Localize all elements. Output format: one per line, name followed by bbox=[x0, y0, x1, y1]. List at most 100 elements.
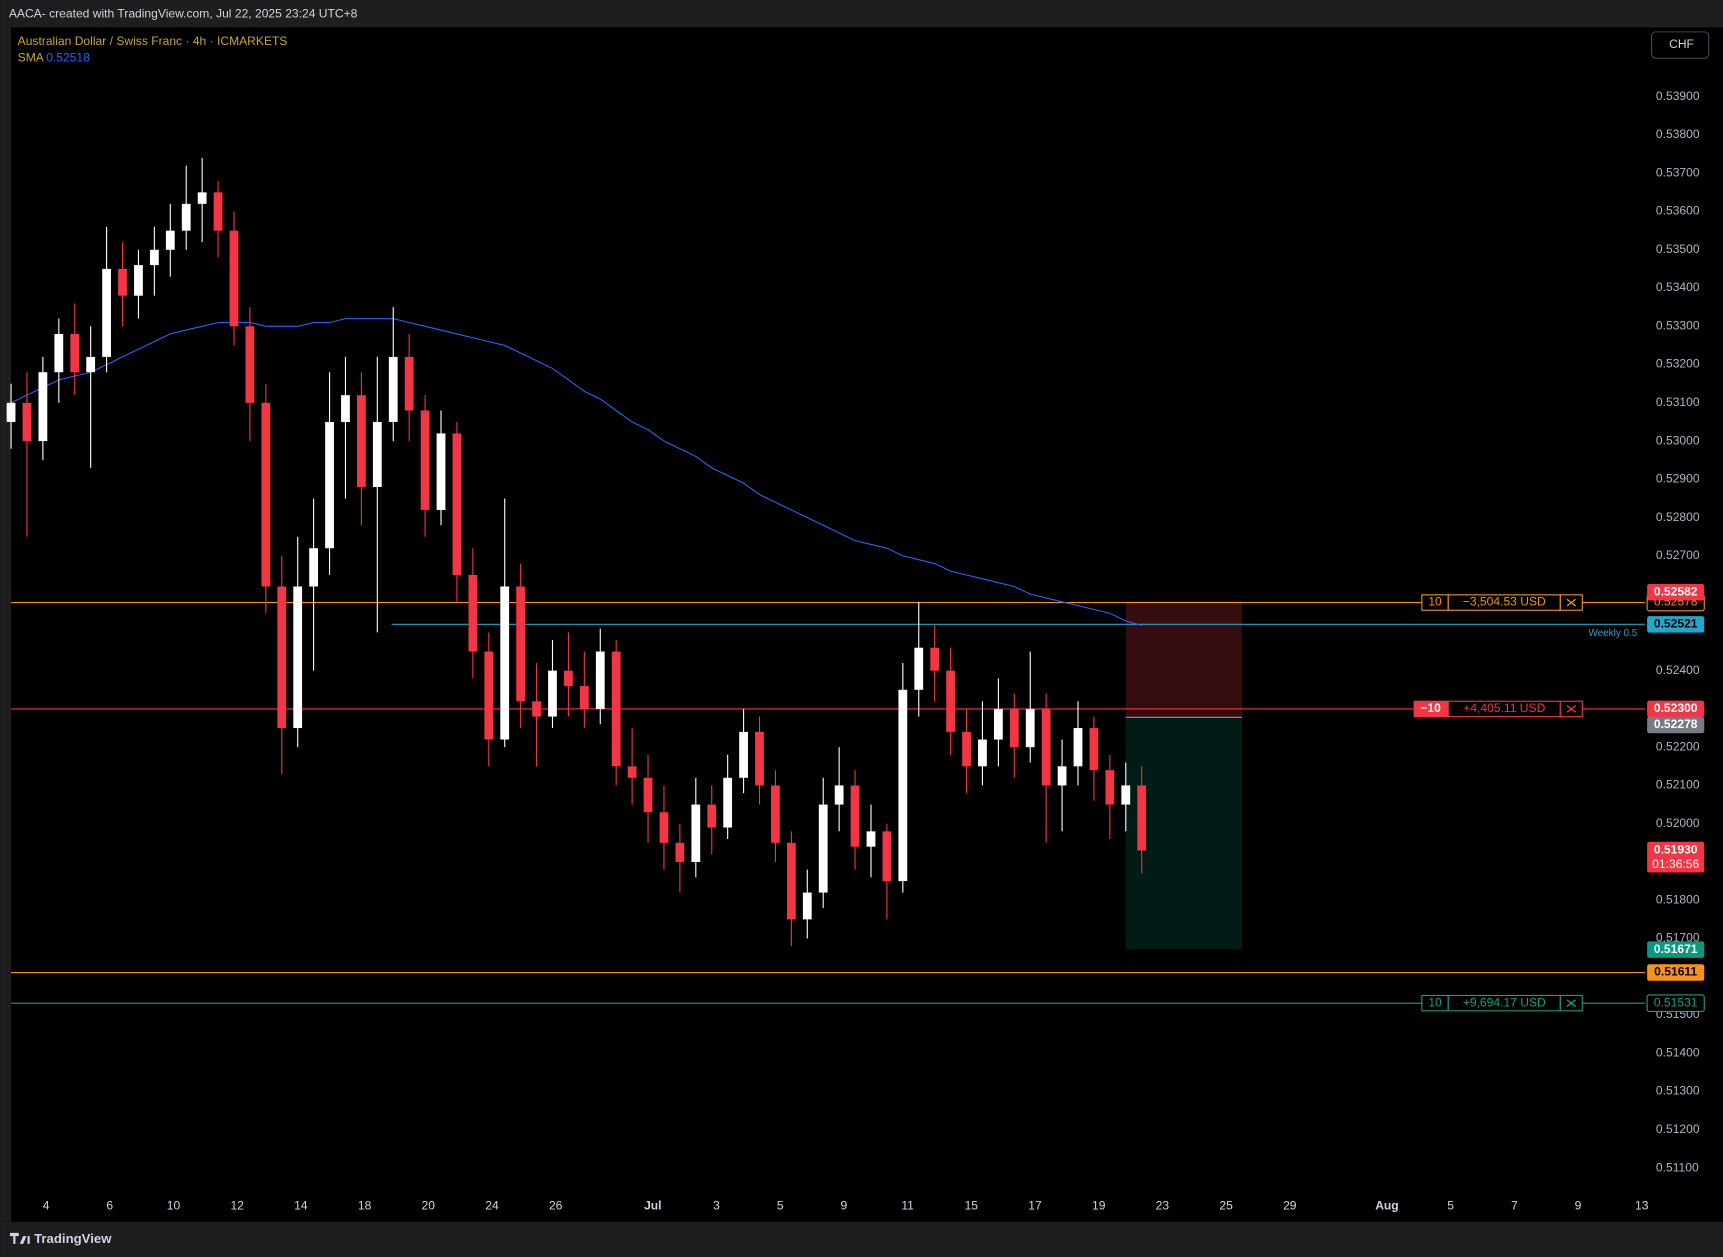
candle-body bbox=[1089, 728, 1099, 771]
price-line-tag-bg bbox=[1647, 964, 1705, 981]
y-tick-label: 0.53100 bbox=[1656, 395, 1700, 409]
x-tick-label: 10 bbox=[167, 1199, 181, 1213]
sma-line bbox=[10, 318, 1142, 627]
x-tick-label: 14 bbox=[294, 1199, 308, 1213]
y-tick-label: 0.53900 bbox=[1656, 89, 1700, 103]
top-bar bbox=[0, 0, 1723, 28]
candle-body bbox=[261, 402, 271, 587]
candle-body bbox=[962, 731, 971, 767]
candle-body bbox=[611, 651, 621, 767]
x-tick-label: 13 bbox=[1635, 1199, 1649, 1213]
y-tick-label: 0.52800 bbox=[1656, 510, 1700, 524]
x-tick-label: 23 bbox=[1156, 1199, 1170, 1213]
y-tick-label: 0.51700 bbox=[1656, 931, 1700, 945]
candle-body bbox=[691, 804, 701, 862]
footer-bar bbox=[0, 1221, 1723, 1257]
position-stop-zone bbox=[1125, 601, 1243, 718]
price-line-tag: 0.52521 bbox=[1654, 617, 1698, 631]
candle-body bbox=[898, 689, 908, 882]
candle-body bbox=[723, 777, 733, 828]
position-entry-tag-bg bbox=[1647, 716, 1705, 734]
candle-body bbox=[914, 647, 924, 690]
order-pnl: −3,504.53 USD bbox=[1463, 595, 1546, 609]
order-pnl: +9,694.17 USD bbox=[1463, 995, 1546, 1009]
candle-body bbox=[484, 651, 494, 740]
candle-body bbox=[675, 842, 685, 862]
x-tick-label: 18 bbox=[358, 1199, 372, 1213]
candle-body bbox=[1025, 708, 1035, 748]
x-tick-label: Jul bbox=[644, 1199, 661, 1213]
candle-body bbox=[372, 421, 382, 487]
candle-body bbox=[388, 356, 398, 422]
candle-body bbox=[978, 739, 987, 767]
candle-body bbox=[134, 265, 143, 296]
order-close-icon bbox=[1566, 705, 1577, 713]
x-tick-label: 25 bbox=[1219, 1199, 1233, 1213]
order-qty: 10 bbox=[1428, 995, 1442, 1009]
candle-body bbox=[516, 586, 526, 702]
candle-body bbox=[595, 651, 605, 709]
chart-layer: 0.511000.512000.513000.514000.515000.517… bbox=[6, 89, 1705, 1213]
candle-body bbox=[548, 670, 557, 717]
price-line-tag-bg bbox=[1647, 700, 1705, 718]
candle-body bbox=[755, 731, 764, 786]
currency-label[interactable]: CHF bbox=[1669, 37, 1694, 51]
candle-body bbox=[213, 192, 223, 231]
candle-body bbox=[149, 249, 159, 266]
plot-area bbox=[11, 27, 1645, 1193]
footer-brand: TradingView bbox=[34, 1231, 112, 1246]
y-tick-label: 0.53800 bbox=[1656, 127, 1700, 141]
candle-body bbox=[834, 785, 844, 805]
order-pnl: +4,405.11 USD bbox=[1463, 701, 1545, 715]
candle-body bbox=[229, 230, 239, 327]
candle-body bbox=[468, 575, 478, 652]
x-tick-label: 7 bbox=[1511, 1199, 1518, 1213]
position-stop-tag-bg bbox=[1647, 583, 1705, 601]
candle-body bbox=[165, 230, 175, 250]
x-tick-label: 29 bbox=[1283, 1199, 1297, 1213]
candle-body bbox=[1105, 770, 1115, 805]
y-tick-label: 0.53700 bbox=[1656, 165, 1700, 179]
y-tick-label: 0.53600 bbox=[1656, 204, 1700, 218]
x-tick-label: 19 bbox=[1092, 1199, 1106, 1213]
x-tick-label: 12 bbox=[230, 1199, 244, 1213]
y-tick-label: 0.51800 bbox=[1656, 892, 1700, 906]
footer-logo bbox=[9, 1232, 30, 1244]
candle-body bbox=[293, 586, 303, 729]
candle-body bbox=[38, 372, 48, 442]
candle-body bbox=[197, 192, 207, 204]
y-tick-label: 0.52200 bbox=[1656, 739, 1700, 753]
candle-body bbox=[1041, 708, 1051, 786]
header-text: AACA- created with TradingView.com, Jul … bbox=[9, 6, 358, 20]
y-tick-label: 0.52900 bbox=[1656, 472, 1700, 486]
y-tick-label: 0.52400 bbox=[1656, 663, 1700, 677]
y-tick-label: 0.53200 bbox=[1656, 357, 1700, 371]
price-line-tag-bg bbox=[1646, 994, 1705, 1012]
x-tick-label: 6 bbox=[106, 1199, 113, 1213]
candle-body bbox=[1121, 785, 1131, 805]
candle-body bbox=[325, 421, 334, 549]
x-tick-label: 15 bbox=[965, 1199, 979, 1213]
position-target-tag-bg bbox=[1647, 941, 1705, 958]
candle-body bbox=[866, 831, 876, 847]
x-tick-label: 11 bbox=[901, 1199, 914, 1213]
symbol-title: Australian Dollar / Swiss Franc · 4h · I… bbox=[18, 34, 288, 48]
current-price-tag: 0.51930 bbox=[1654, 843, 1698, 857]
x-tick-label: 5 bbox=[777, 1199, 784, 1213]
currency-button[interactable] bbox=[1650, 31, 1710, 59]
x-tick-label: 20 bbox=[422, 1199, 436, 1213]
candle-body bbox=[946, 670, 956, 732]
candle-body bbox=[404, 356, 414, 411]
candle-body bbox=[341, 395, 350, 422]
candle-body bbox=[118, 268, 127, 296]
x-tick-label: 26 bbox=[549, 1199, 563, 1213]
y-tick-label: 0.51300 bbox=[1656, 1084, 1700, 1098]
x-tick-label: 9 bbox=[841, 1199, 848, 1213]
candle-body bbox=[1137, 785, 1147, 851]
x-tick-label: Aug bbox=[1375, 1199, 1398, 1213]
candle-body bbox=[1057, 766, 1067, 786]
current-price-tag-bg bbox=[1647, 841, 1705, 873]
candle-body bbox=[627, 766, 637, 778]
candle-body bbox=[86, 356, 96, 373]
